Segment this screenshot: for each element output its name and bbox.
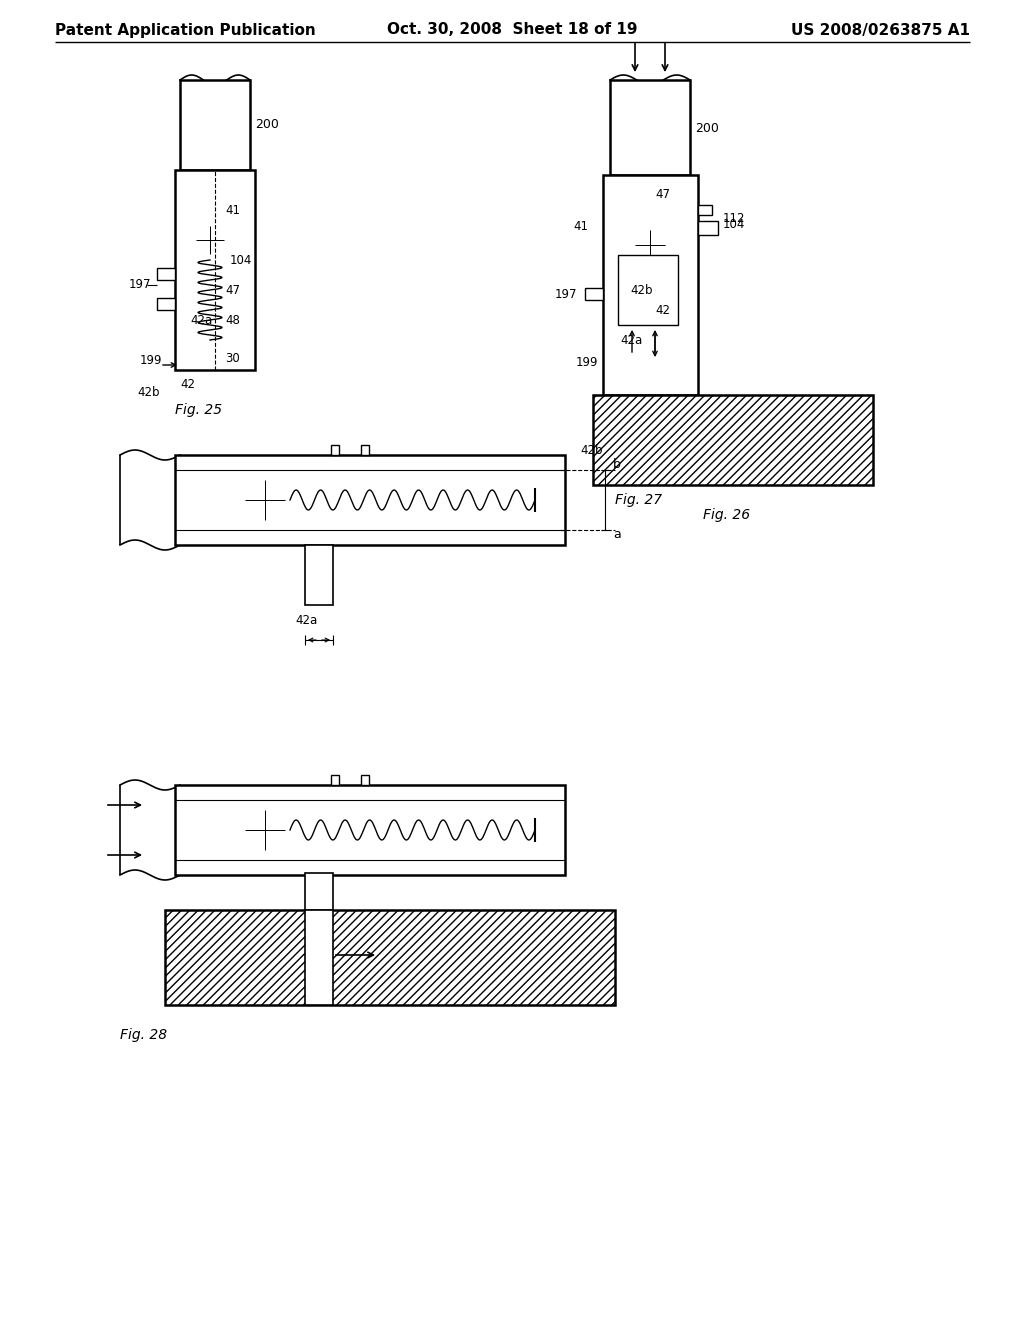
Text: 199: 199 <box>575 356 598 370</box>
Text: 104: 104 <box>723 219 745 231</box>
Text: 47: 47 <box>655 189 670 202</box>
Bar <box>157 268 175 280</box>
Bar <box>175 785 565 875</box>
Bar <box>361 775 369 785</box>
Text: 104: 104 <box>230 253 252 267</box>
Text: 41: 41 <box>225 203 240 216</box>
Bar <box>593 395 873 484</box>
Text: 42a: 42a <box>295 614 317 627</box>
Text: a: a <box>613 528 621 541</box>
Bar <box>361 445 369 455</box>
Bar <box>610 81 690 176</box>
Bar <box>175 170 255 370</box>
Text: 47: 47 <box>225 284 240 297</box>
Bar <box>698 220 718 235</box>
Text: 48: 48 <box>225 314 240 326</box>
Bar <box>157 298 175 310</box>
Text: 42: 42 <box>180 379 195 392</box>
Text: 42b: 42b <box>580 444 602 457</box>
Text: 42b: 42b <box>137 385 160 399</box>
Text: 41: 41 <box>573 220 588 234</box>
Text: 197: 197 <box>555 288 578 301</box>
Text: 42: 42 <box>655 304 670 317</box>
Bar <box>180 81 250 170</box>
Text: Fig. 26: Fig. 26 <box>703 508 751 521</box>
Text: Oct. 30, 2008  Sheet 18 of 19: Oct. 30, 2008 Sheet 18 of 19 <box>387 22 637 37</box>
Text: US 2008/0263875 A1: US 2008/0263875 A1 <box>791 22 970 37</box>
Bar <box>698 205 712 215</box>
Text: 200: 200 <box>695 121 719 135</box>
Bar <box>305 873 333 931</box>
Text: 42a: 42a <box>190 314 212 326</box>
Text: 200: 200 <box>255 119 279 132</box>
Text: 112: 112 <box>723 211 745 224</box>
Bar <box>305 909 333 1005</box>
Text: 30: 30 <box>225 351 240 364</box>
Bar <box>305 545 333 605</box>
Text: Fig. 28: Fig. 28 <box>120 1028 167 1041</box>
Bar <box>618 255 678 325</box>
Text: 42a: 42a <box>620 334 642 346</box>
Bar <box>331 445 339 455</box>
Bar <box>603 176 698 395</box>
Bar <box>585 288 603 300</box>
Bar <box>305 909 333 1005</box>
Text: 197: 197 <box>129 279 152 292</box>
Bar <box>165 909 615 1005</box>
Text: 42b: 42b <box>630 284 652 297</box>
Bar <box>175 455 565 545</box>
Text: Patent Application Publication: Patent Application Publication <box>55 22 315 37</box>
Bar <box>331 775 339 785</box>
Text: Fig. 27: Fig. 27 <box>615 492 663 507</box>
Text: 199: 199 <box>140 354 163 367</box>
Text: Fig. 25: Fig. 25 <box>175 403 222 417</box>
Text: b: b <box>613 458 621 471</box>
